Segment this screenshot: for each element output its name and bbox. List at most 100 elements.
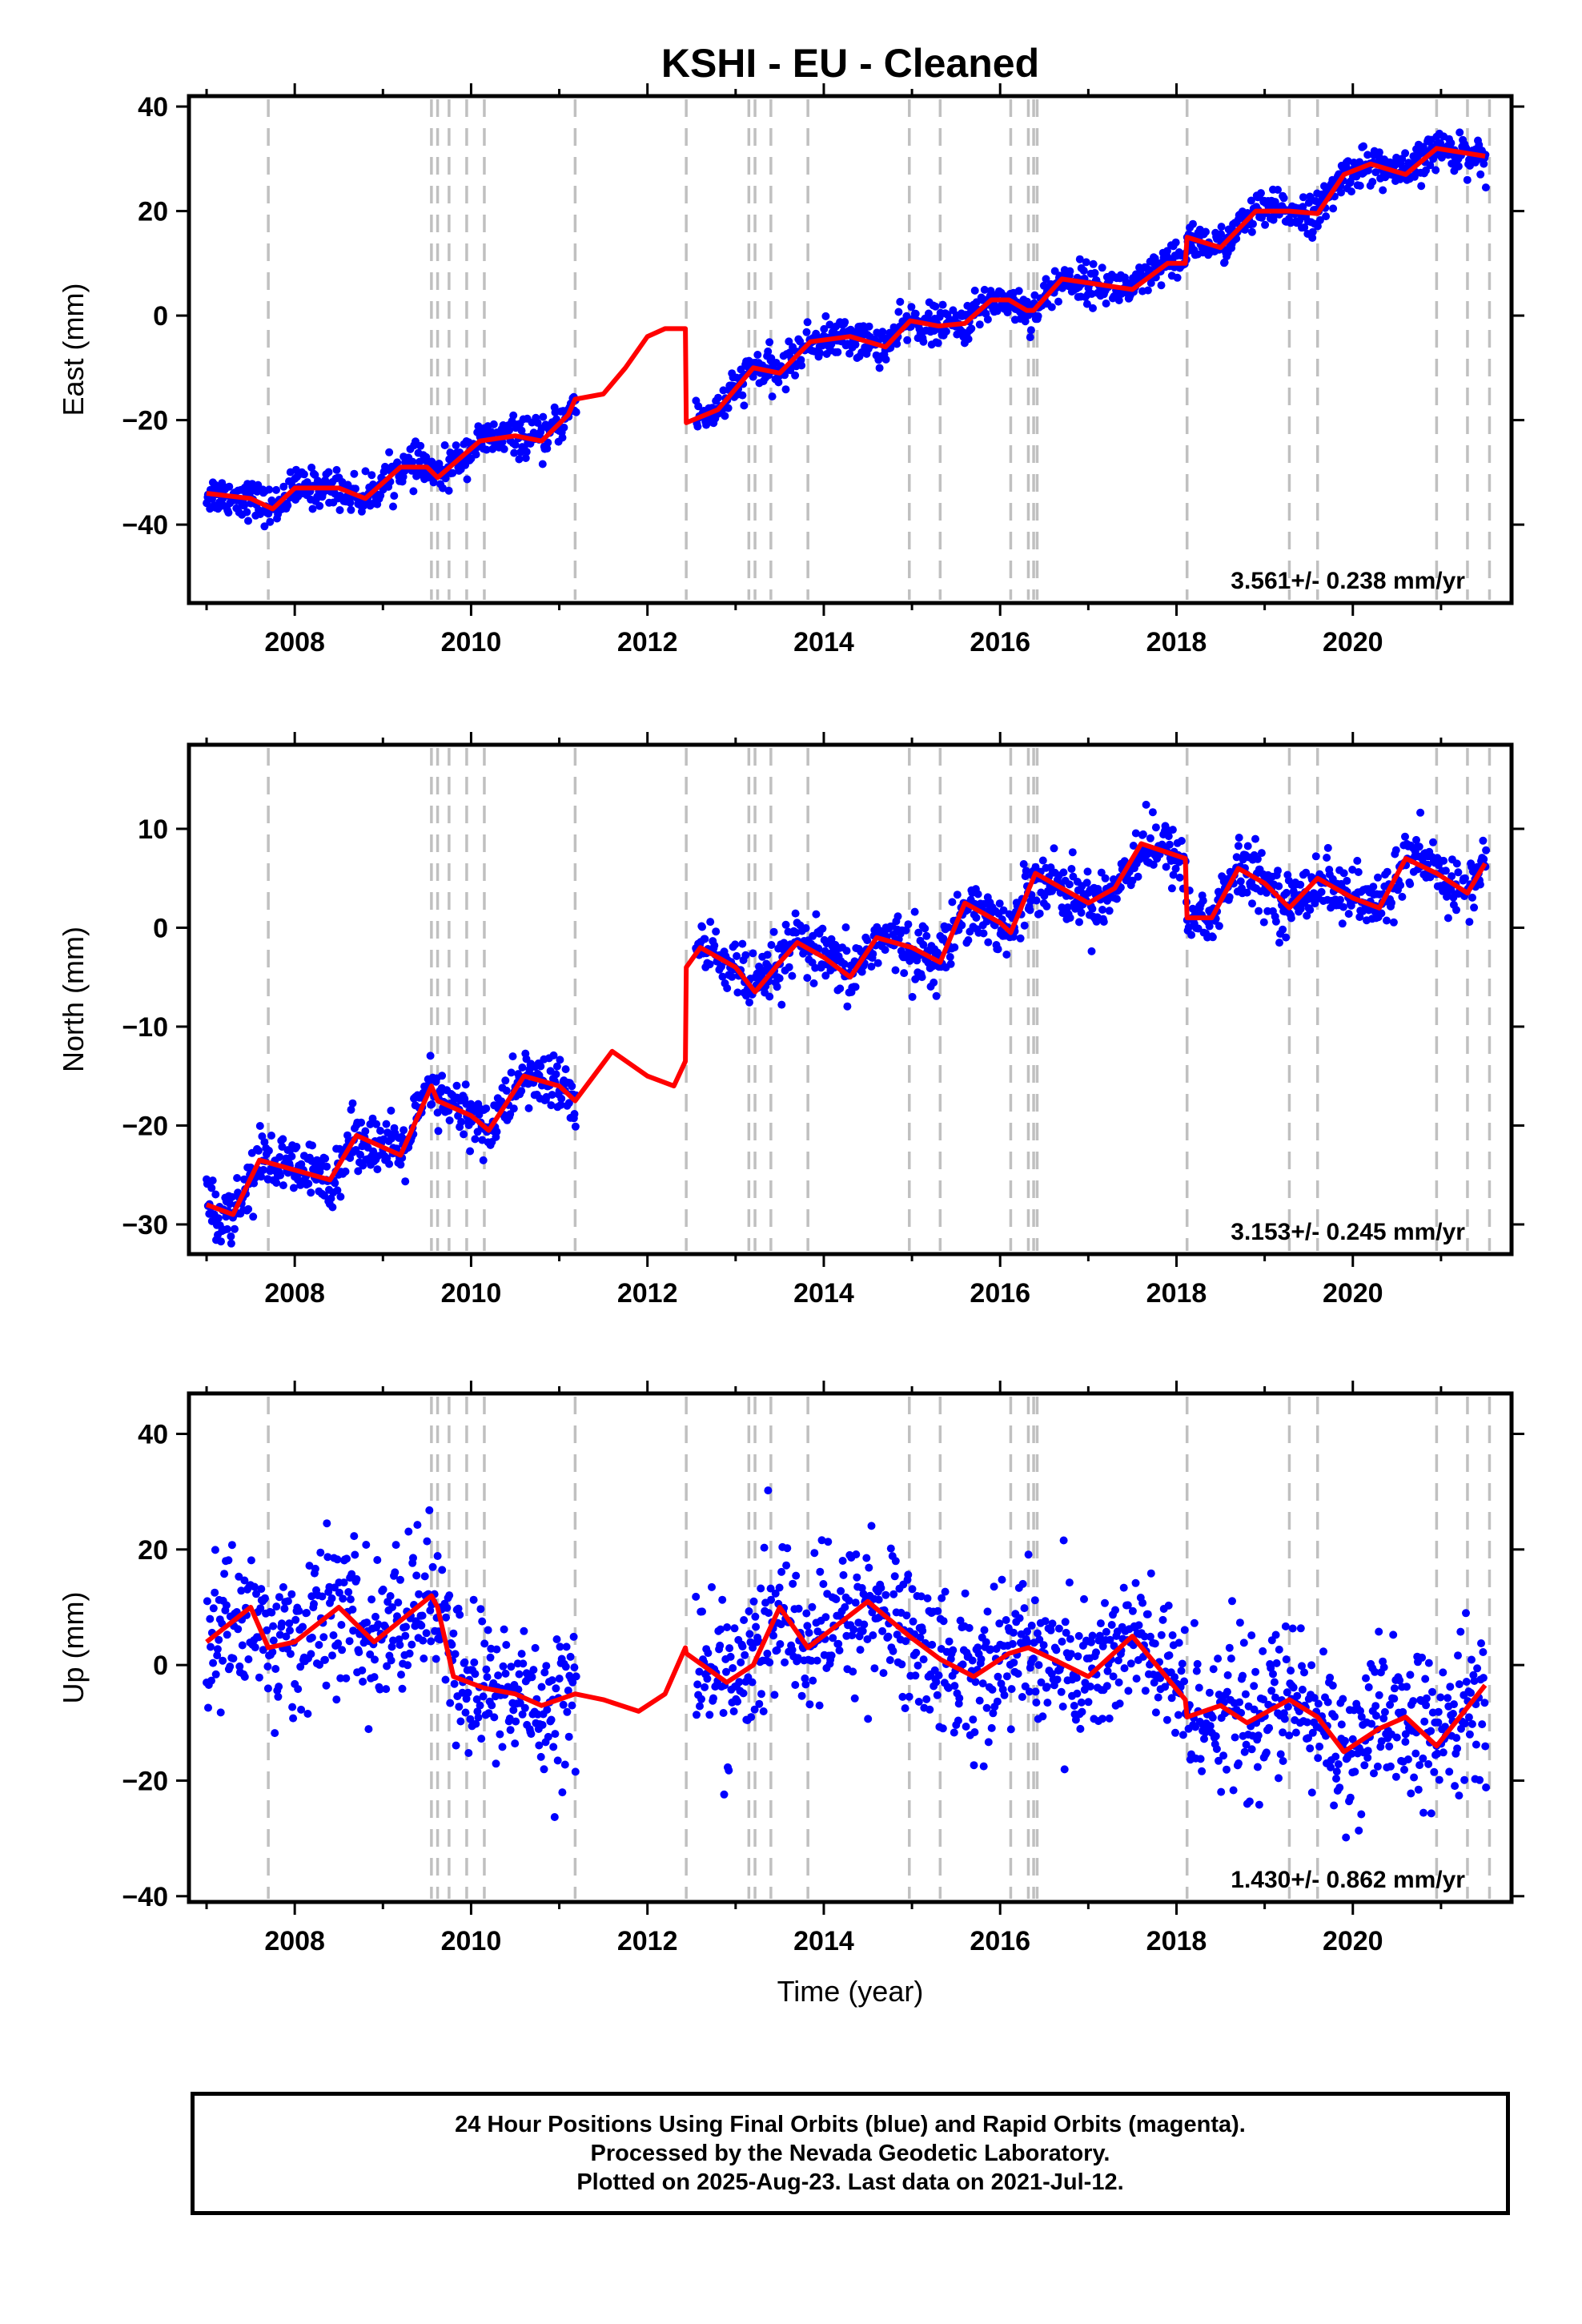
data-point bbox=[1148, 808, 1157, 817]
data-point bbox=[810, 1549, 819, 1558]
data-point bbox=[1476, 1775, 1484, 1784]
data-point bbox=[994, 1672, 1002, 1681]
data-point bbox=[388, 1603, 396, 1611]
data-point bbox=[1276, 1750, 1285, 1759]
data-point bbox=[515, 455, 524, 464]
x-tick-label: 2010 bbox=[441, 627, 502, 657]
data-point bbox=[1157, 281, 1166, 290]
y-tick-label: −20 bbox=[122, 1111, 168, 1141]
data-point bbox=[833, 348, 842, 356]
data-point bbox=[438, 1566, 447, 1574]
data-point bbox=[466, 1147, 475, 1156]
data-point bbox=[1462, 1678, 1471, 1686]
data-point bbox=[837, 1586, 845, 1595]
data-point bbox=[938, 300, 947, 309]
data-point bbox=[547, 1101, 556, 1110]
data-point bbox=[801, 1680, 810, 1689]
data-point bbox=[827, 935, 836, 943]
data-point bbox=[1103, 1667, 1112, 1675]
data-point bbox=[1322, 212, 1331, 221]
data-point bbox=[1174, 1711, 1182, 1719]
data-point bbox=[1239, 1638, 1248, 1647]
data-point bbox=[1034, 312, 1042, 320]
data-point bbox=[1154, 1693, 1162, 1702]
data-point bbox=[1255, 1800, 1263, 1809]
data-point bbox=[1414, 1785, 1423, 1794]
data-point bbox=[272, 1179, 281, 1187]
data-point bbox=[356, 1150, 364, 1159]
data-point bbox=[322, 1681, 331, 1690]
data-point bbox=[1291, 1728, 1300, 1737]
data-point bbox=[1087, 947, 1096, 955]
data-point bbox=[439, 484, 448, 493]
data-point bbox=[726, 1652, 735, 1661]
data-point bbox=[445, 1591, 454, 1600]
data-point bbox=[862, 1554, 871, 1562]
data-point bbox=[945, 1637, 954, 1646]
data-point bbox=[994, 945, 1002, 954]
data-point bbox=[1102, 1627, 1110, 1636]
data-point bbox=[321, 1154, 330, 1163]
x-tick-label: 2016 bbox=[970, 1926, 1030, 1956]
panel-1: 2008 2010 2012 2014 2016 2018 2020 −40 −20 0 20 40 E… bbox=[57, 83, 1524, 657]
data-point bbox=[745, 1630, 754, 1638]
data-point bbox=[319, 1633, 328, 1642]
data-point bbox=[1066, 1650, 1075, 1659]
data-point bbox=[1235, 1759, 1243, 1767]
data-point bbox=[451, 1650, 460, 1659]
data-point bbox=[225, 482, 234, 491]
data-point bbox=[722, 1667, 730, 1676]
data-point bbox=[376, 1127, 384, 1135]
data-point bbox=[834, 1639, 843, 1648]
data-point bbox=[1095, 1631, 1104, 1640]
data-point bbox=[522, 448, 531, 456]
data-point bbox=[733, 1697, 742, 1706]
data-point bbox=[321, 1655, 329, 1664]
data-point bbox=[328, 1203, 337, 1212]
data-point bbox=[337, 1621, 346, 1629]
data-point bbox=[733, 951, 741, 960]
data-point bbox=[1090, 268, 1099, 277]
data-point bbox=[1477, 1639, 1485, 1647]
data-point bbox=[724, 404, 733, 412]
data-point bbox=[358, 1666, 367, 1675]
data-point bbox=[422, 1629, 431, 1638]
data-point bbox=[1443, 914, 1452, 923]
data-point bbox=[570, 1110, 579, 1118]
data-point bbox=[1146, 1569, 1155, 1578]
data-point bbox=[693, 1680, 702, 1689]
data-point bbox=[1287, 914, 1295, 923]
data-point bbox=[977, 1655, 986, 1663]
data-point bbox=[805, 1700, 814, 1709]
data-point bbox=[1391, 846, 1400, 854]
data-point bbox=[289, 1714, 298, 1723]
data-point bbox=[902, 1611, 911, 1620]
data-point bbox=[988, 1685, 997, 1694]
data-point bbox=[1087, 290, 1096, 298]
data-point bbox=[723, 1623, 732, 1631]
data-point bbox=[791, 909, 800, 918]
data-point bbox=[894, 308, 903, 316]
data-point bbox=[1431, 166, 1440, 175]
data-point bbox=[1476, 880, 1484, 889]
data-point bbox=[733, 988, 742, 997]
data-point bbox=[1115, 1699, 1124, 1708]
data-point bbox=[560, 423, 568, 432]
data-point bbox=[1419, 143, 1427, 151]
data-point bbox=[1354, 868, 1363, 876]
data-point bbox=[472, 450, 480, 459]
data-point bbox=[238, 1641, 247, 1650]
data-point bbox=[1241, 1690, 1250, 1699]
data-point bbox=[497, 1097, 506, 1106]
y-tick-label: −30 bbox=[122, 1210, 168, 1240]
data-point bbox=[540, 1765, 548, 1774]
data-point bbox=[1101, 1598, 1109, 1607]
data-point bbox=[1395, 1676, 1404, 1685]
data-point bbox=[764, 1486, 773, 1495]
data-point bbox=[773, 1646, 781, 1655]
data-point bbox=[1412, 835, 1420, 844]
data-point bbox=[211, 1670, 220, 1679]
data-point bbox=[1062, 1628, 1070, 1637]
data-point bbox=[211, 1546, 219, 1554]
data-point bbox=[307, 463, 316, 472]
